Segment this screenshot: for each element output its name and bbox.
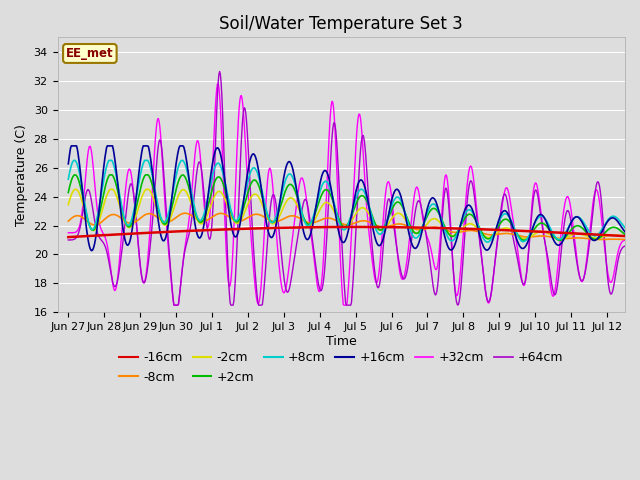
- Legend: -16cm, -8cm, -2cm, +2cm, +8cm, +16cm, +32cm, +64cm: -16cm, -8cm, -2cm, +2cm, +8cm, +16cm, +3…: [115, 347, 568, 389]
- Text: EE_met: EE_met: [66, 47, 114, 60]
- Title: Soil/Water Temperature Set 3: Soil/Water Temperature Set 3: [220, 15, 463, 33]
- Y-axis label: Temperature (C): Temperature (C): [15, 124, 28, 226]
- X-axis label: Time: Time: [326, 335, 356, 348]
